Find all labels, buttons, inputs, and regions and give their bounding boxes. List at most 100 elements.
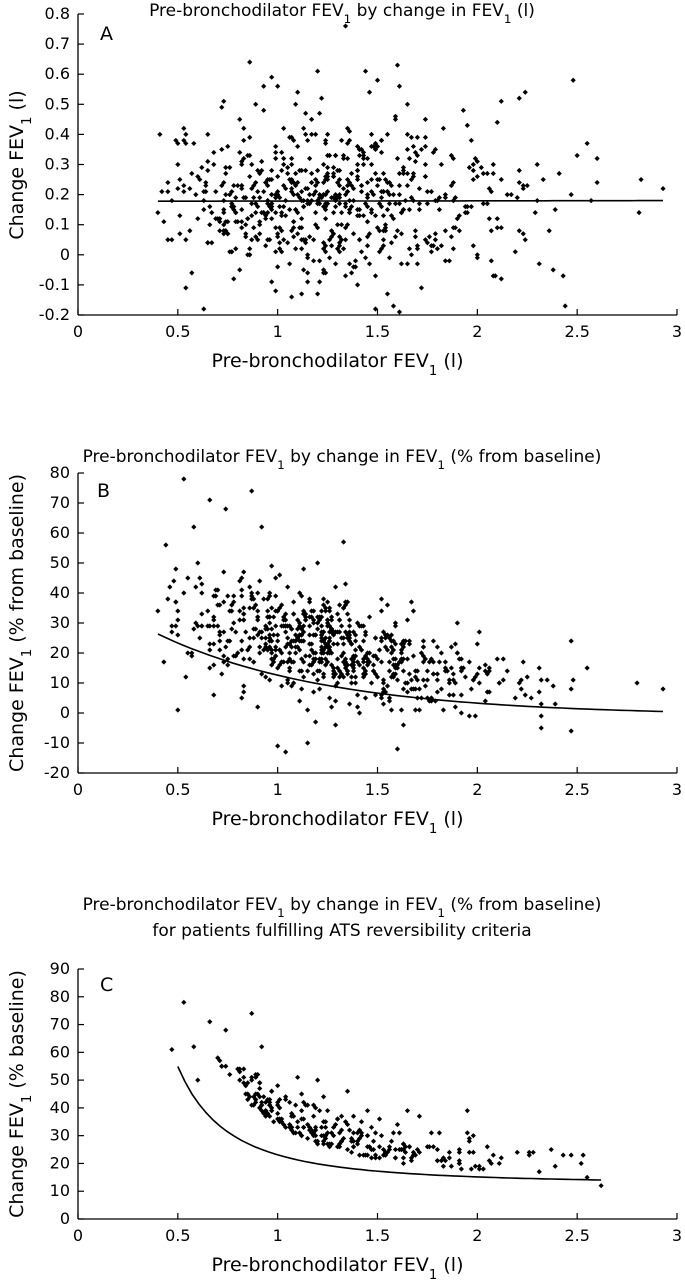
scatter-point — [217, 228, 223, 234]
scatter-point — [504, 668, 510, 674]
scatter-point — [219, 104, 225, 110]
scatter-point — [279, 213, 285, 219]
scatter-point — [380, 701, 387, 707]
scatter-point — [311, 1113, 317, 1119]
scatter-point — [285, 164, 291, 171]
scatter-point — [155, 210, 161, 216]
scatter-point — [384, 647, 391, 653]
scatter-point — [231, 276, 237, 282]
scatter-point — [352, 680, 359, 686]
scatter-point — [255, 204, 261, 210]
scatter-point — [340, 674, 347, 680]
y-tick-label: 60 — [50, 523, 70, 542]
scatter-point — [279, 1116, 285, 1122]
scatter-point — [404, 261, 411, 267]
scatter-point — [442, 195, 448, 201]
scatter-point — [416, 707, 423, 713]
scatter-point — [328, 617, 335, 623]
x-tick-label: 3 — [672, 322, 682, 341]
scatter-point — [241, 1074, 247, 1080]
scatter-point — [380, 243, 387, 249]
scatter-point — [368, 161, 375, 168]
scatter-point — [450, 677, 456, 683]
scatter-point — [342, 192, 349, 198]
scatter-point — [289, 294, 295, 300]
scatter-point — [414, 261, 421, 267]
scatter-point — [289, 161, 295, 168]
scatter-point — [486, 668, 492, 674]
scatter-point — [275, 1116, 281, 1122]
scatter-point — [259, 1108, 265, 1114]
scatter-point — [322, 635, 329, 641]
scatter-point — [247, 152, 253, 159]
scatter-point — [518, 686, 524, 692]
scatter-point — [255, 614, 261, 620]
scatter-point — [295, 1124, 301, 1130]
scatter-point — [386, 192, 393, 198]
y-tick-label: -10 — [44, 733, 70, 752]
scatter-point — [273, 644, 279, 650]
scatter-point — [301, 1099, 307, 1105]
scatter-point — [211, 641, 217, 647]
scatter-point — [536, 1169, 542, 1175]
scatter-point — [518, 677, 524, 683]
scatter-point — [313, 632, 319, 638]
scatter-point — [362, 629, 369, 635]
scatter-point — [273, 143, 279, 150]
scatter-point — [396, 182, 403, 189]
scatter-point — [239, 182, 245, 189]
scatter-point — [177, 176, 183, 183]
scatter-point — [183, 131, 189, 137]
scatter-point — [408, 1155, 415, 1161]
scatter-point — [334, 1144, 341, 1150]
scatter-point — [412, 228, 419, 234]
scatter-point — [271, 656, 277, 662]
scatter-point — [313, 131, 319, 137]
scatter-points — [169, 999, 604, 1189]
chart-panel-b: Pre-bronchodilator FEV1 by change in FEV… — [6, 447, 682, 837]
y-tick-label: 0.5 — [45, 94, 70, 113]
scatter-point — [257, 219, 263, 225]
scatter-point — [392, 201, 399, 207]
scatter-point — [189, 650, 195, 656]
scatter-point — [384, 291, 391, 297]
scatter-point — [267, 1102, 273, 1108]
scatter-point — [293, 1130, 299, 1136]
scatter-point — [380, 213, 387, 219]
scatter-point — [428, 249, 435, 255]
scatter-point — [237, 1077, 243, 1083]
scatter-point — [420, 638, 427, 644]
x-tick-label: 2 — [472, 1226, 482, 1245]
scatter-point — [348, 170, 355, 177]
scatter-point — [205, 158, 211, 165]
scatter-point — [494, 656, 500, 662]
scatter-point — [380, 237, 387, 243]
scatter-point — [400, 1155, 407, 1161]
scatter-point — [332, 152, 339, 159]
scatter-point — [408, 176, 415, 183]
scatter-point — [392, 641, 399, 647]
scatter-point — [360, 659, 367, 665]
scatter-point — [486, 665, 492, 671]
scatter-point — [225, 662, 231, 668]
scatter-point — [237, 1069, 243, 1075]
scatter-point — [175, 608, 181, 614]
scatter-point — [390, 1130, 397, 1136]
scatter-point — [320, 179, 327, 186]
scatter-point — [215, 216, 221, 222]
scatter-point — [305, 279, 311, 285]
scatter-point — [320, 674, 327, 680]
scatter-point — [273, 623, 279, 629]
scatter-point — [213, 188, 219, 195]
scatter-point — [376, 201, 383, 207]
scatter-point — [400, 167, 407, 174]
scatter-point — [332, 584, 339, 590]
scatter-point — [273, 249, 279, 255]
x-tick-label: 2.5 — [564, 1226, 589, 1245]
scatter-point — [243, 629, 249, 635]
scatter-point — [556, 170, 562, 177]
scatter-point — [396, 659, 403, 665]
scatter-point — [301, 608, 307, 614]
chart-panel-c: Pre-bronchodilator FEV1 by change in FEV… — [6, 895, 682, 1280]
scatter-point — [480, 1166, 486, 1172]
